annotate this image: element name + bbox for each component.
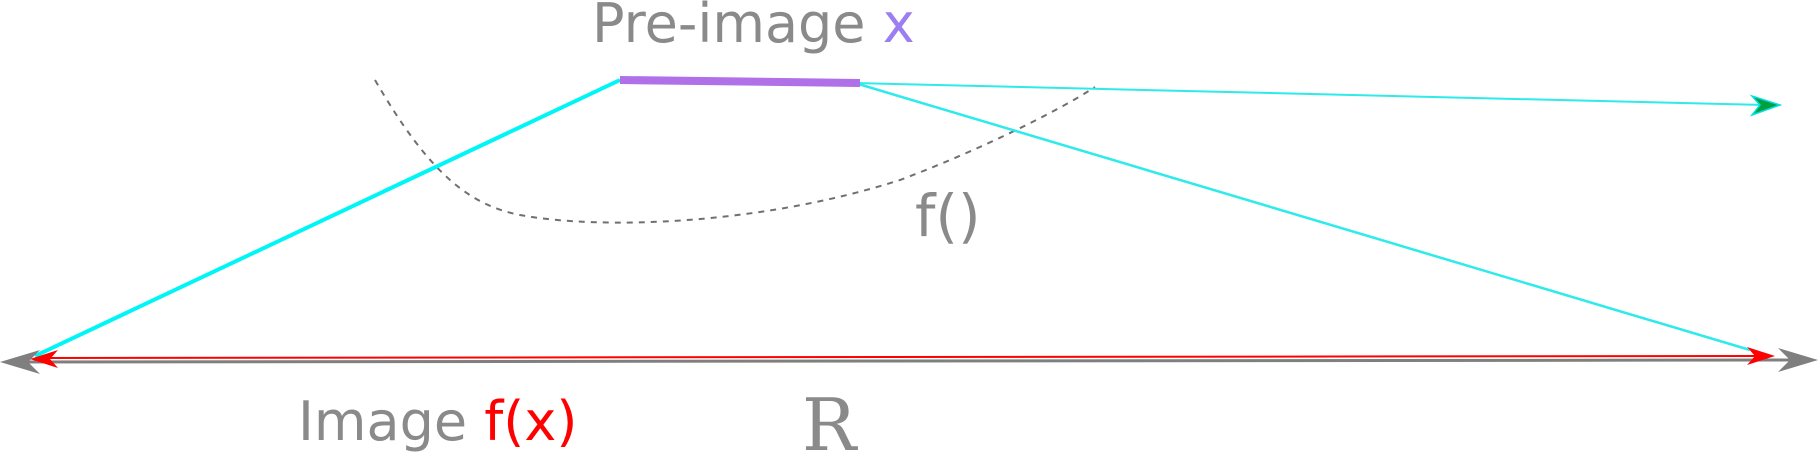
image-variable: f(x) — [484, 390, 577, 453]
preimage-segment — [619, 76, 861, 87]
mapping-line-left — [34, 78, 621, 358]
image-segment-line — [44, 355, 1761, 359]
image-label: Image f(x) — [298, 390, 577, 453]
extended-arrowhead — [1749, 94, 1783, 117]
real-axis-right-arrowhead — [1778, 348, 1818, 372]
image-segment-right-arrowhead — [1747, 347, 1775, 365]
function-label: f() — [915, 182, 981, 250]
real-axis-left-arrowhead — [0, 350, 40, 374]
preimage-label-text: Pre-image — [592, 0, 883, 55]
mapping-line-right — [854, 81, 1751, 352]
function-arc — [374, 79, 1096, 224]
preimage-variable: x — [883, 0, 915, 55]
preimage-label: Pre-image x — [592, 0, 915, 55]
image-segment-left-arrowhead — [30, 350, 58, 368]
real-axis-line — [9, 358, 1809, 364]
image-label-text: Image — [298, 390, 484, 453]
space-label: R — [802, 383, 858, 453]
extended-mapping-arrow — [854, 82, 1766, 106]
